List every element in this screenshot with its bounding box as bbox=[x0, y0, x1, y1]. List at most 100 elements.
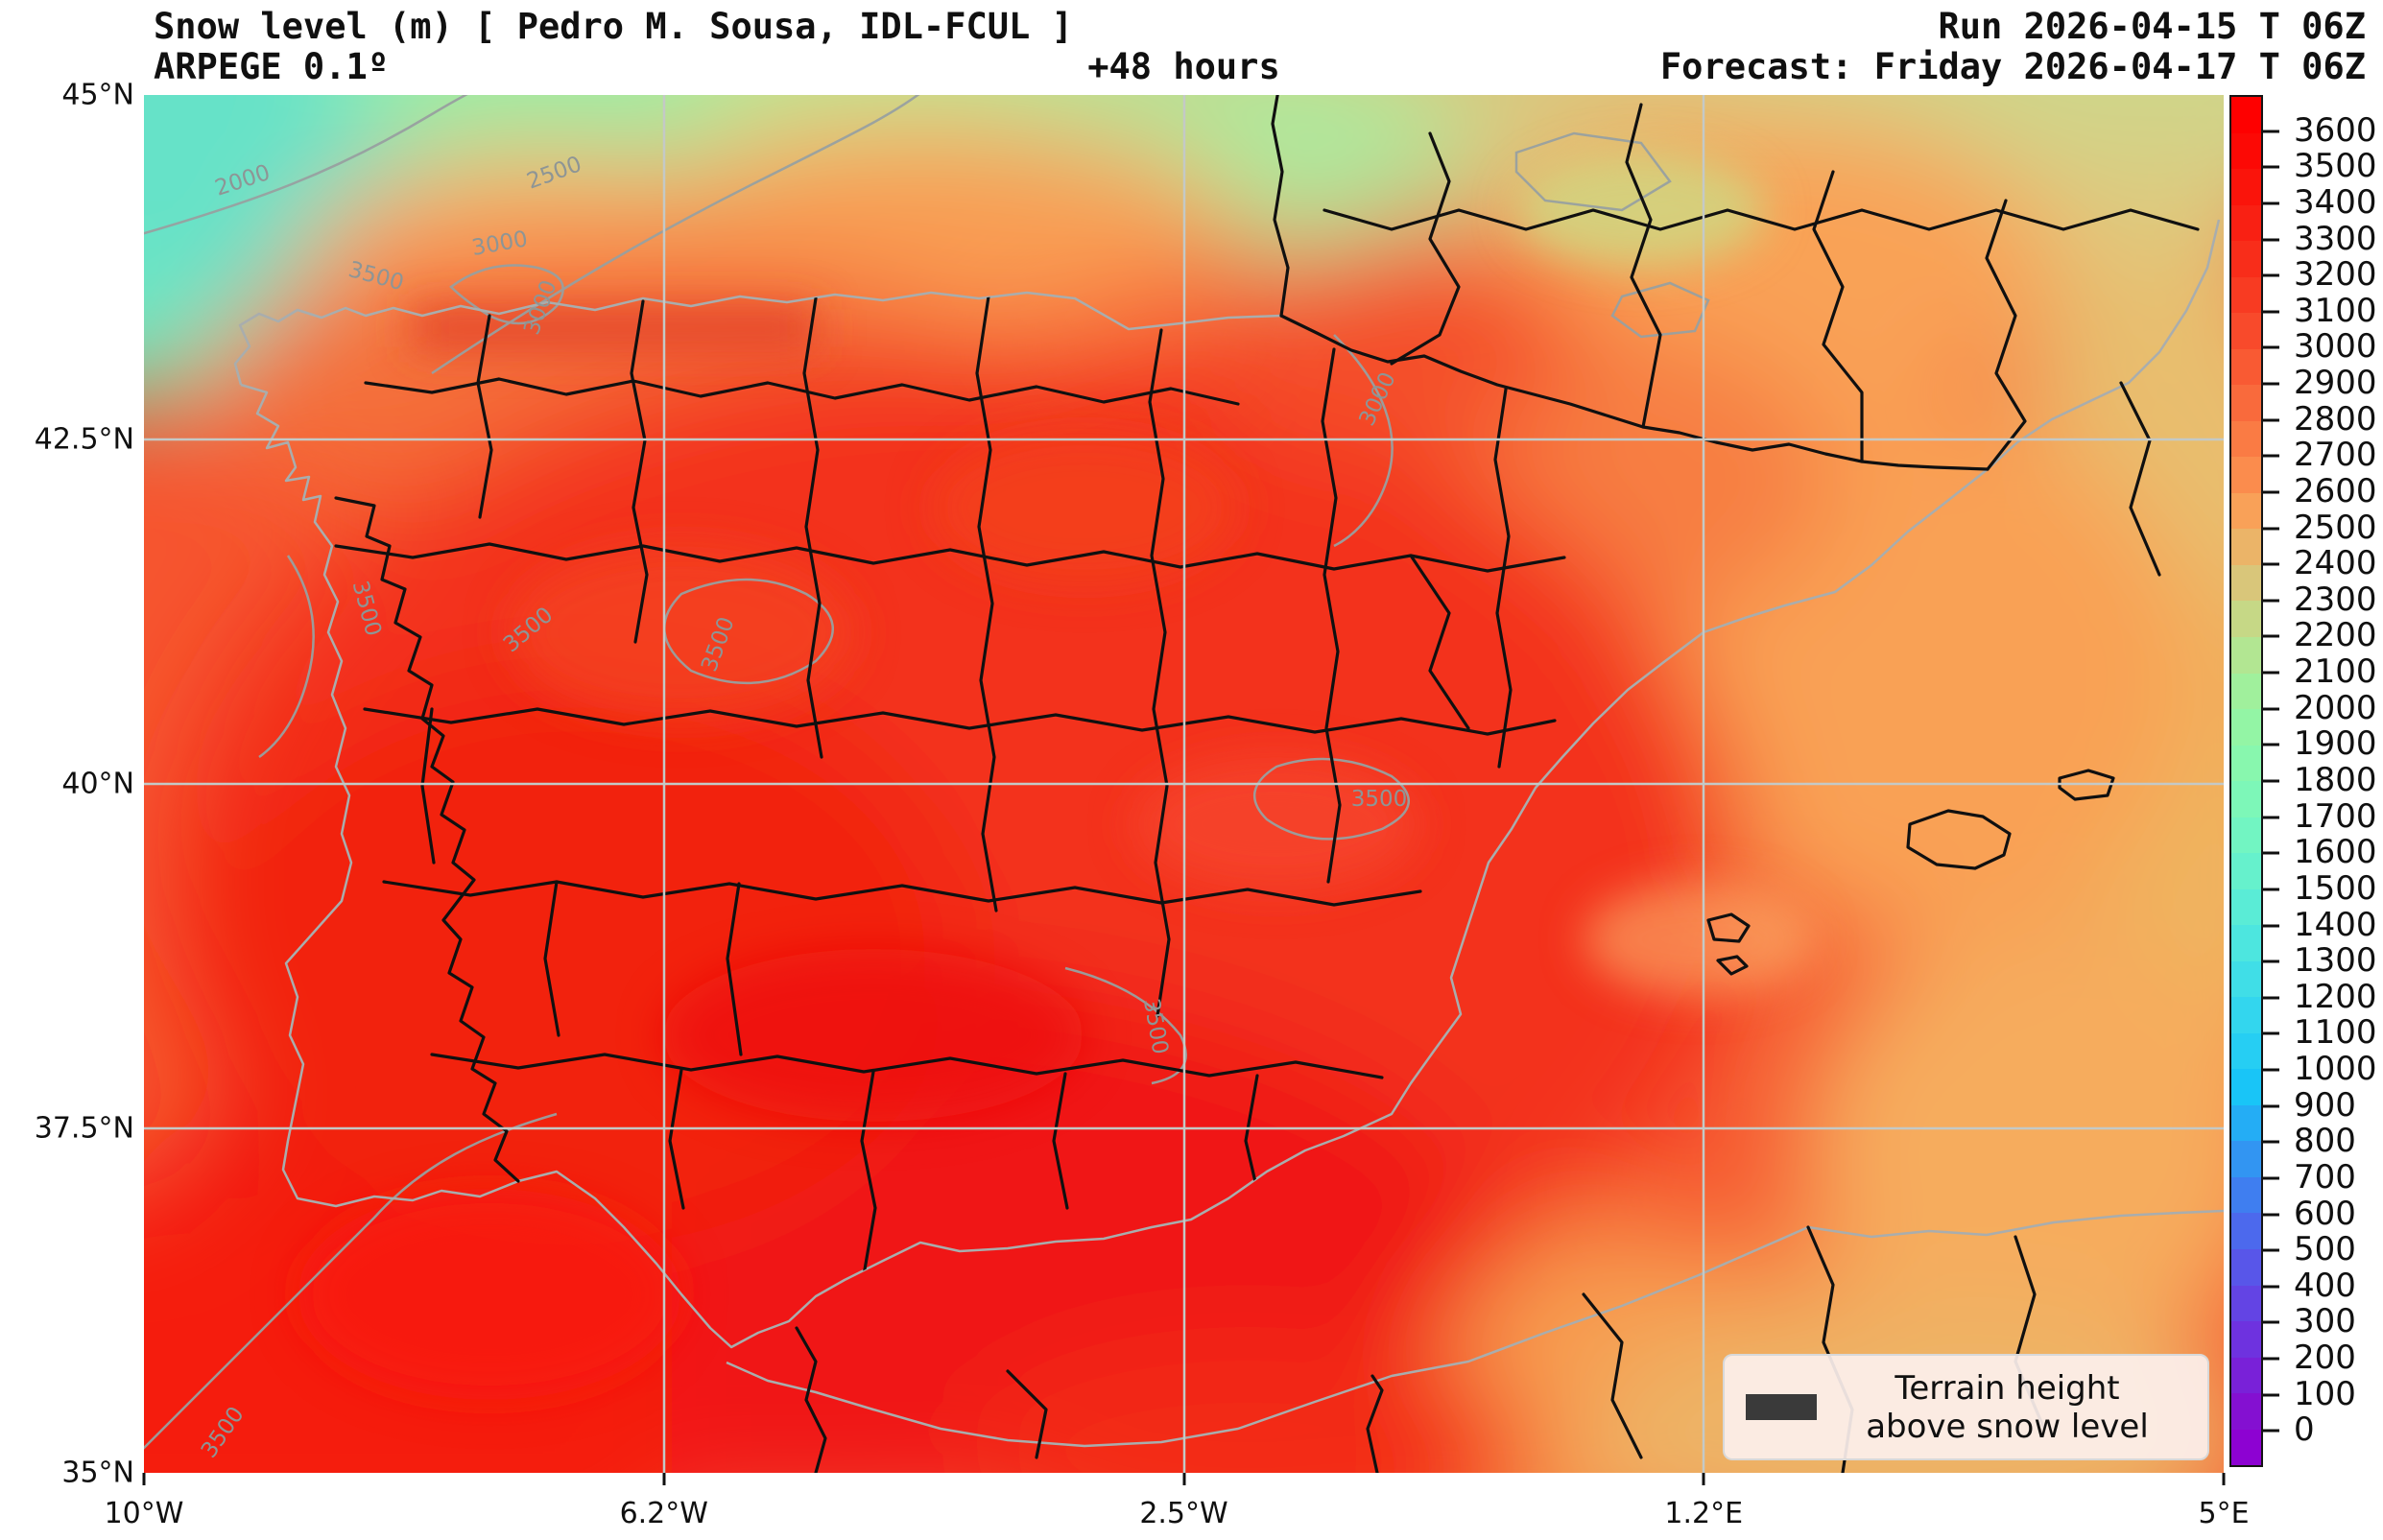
colorbar-tick-label: 3600 bbox=[2294, 110, 2377, 150]
colorbar-tick-mark bbox=[2263, 888, 2279, 891]
contour-lines bbox=[144, 95, 1710, 1450]
colorbar-segment bbox=[2231, 1213, 2261, 1249]
colorbar-segment bbox=[2231, 457, 2261, 493]
figure-title: Snow level (m) [ Pedro M. Sousa, IDL-FCU… bbox=[154, 6, 1073, 47]
colorbar-tick-mark bbox=[2263, 779, 2279, 783]
colorbar-segment bbox=[2231, 132, 2261, 170]
colorbar-segment bbox=[2231, 817, 2261, 854]
colorbar-tick-label: 1200 bbox=[2294, 977, 2377, 1016]
colorbar-segment bbox=[2231, 781, 2261, 817]
contour-label: 3500 bbox=[1351, 787, 1408, 812]
terrain-legend-swatch bbox=[1746, 1394, 1817, 1420]
x-axis-tick-mark bbox=[2222, 1473, 2226, 1485]
colorbar-segment bbox=[2231, 853, 2261, 889]
colorbar-tick-label: 3000 bbox=[2294, 327, 2377, 367]
terrain-legend: Terrain height above snow level bbox=[1723, 1354, 2209, 1460]
colorbar bbox=[2229, 95, 2263, 1467]
forecast-time-label: Forecast: Friday 2026-04-17 T 06Z bbox=[1659, 46, 2366, 87]
colorbar-tick-label: 3500 bbox=[2294, 147, 2377, 186]
colorbar-tick-label: 3200 bbox=[2294, 255, 2377, 295]
colorbar-tick-label: 2000 bbox=[2294, 688, 2377, 727]
colorbar-segment bbox=[2231, 97, 2261, 133]
x-axis-label: 2.5°W bbox=[1139, 1497, 1228, 1530]
x-axis-tick-mark bbox=[1182, 1473, 1185, 1485]
colorbar-tick-label: 800 bbox=[2294, 1122, 2356, 1161]
colorbar-segment bbox=[2231, 1141, 2261, 1177]
colorbar-tick-mark bbox=[2263, 273, 2279, 277]
colorbar-tick-label: 2900 bbox=[2294, 364, 2377, 403]
model-label: ARPEGE 0.1º bbox=[154, 46, 390, 87]
run-time-label: Run 2026-04-15 T 06Z bbox=[1938, 6, 2366, 47]
colorbar-tick-label: 100 bbox=[2294, 1374, 2356, 1413]
colorbar-segment bbox=[2231, 888, 2261, 926]
colorbar-tick-label: 3400 bbox=[2294, 183, 2377, 223]
colorbar-tick-label: 900 bbox=[2294, 1085, 2356, 1125]
colorbar-tick-mark bbox=[2263, 743, 2279, 746]
x-axis-tick-mark bbox=[142, 1473, 146, 1485]
lead-time-label: +48 hours bbox=[1087, 46, 1280, 87]
map-plot-area: 2000 2500 3000 3500 3000 3000 3500 3500 3500 3500… bbox=[144, 95, 2224, 1473]
colorbar-tick-mark bbox=[2263, 527, 2279, 531]
colorbar-tick-mark bbox=[2263, 382, 2279, 386]
y-axis-label: 35°N bbox=[61, 1456, 134, 1490]
colorbar-tick-label: 1500 bbox=[2294, 869, 2377, 909]
colorbar-tick-label: 1100 bbox=[2294, 1013, 2377, 1053]
colorbar-tick-mark bbox=[2263, 1429, 2279, 1433]
colorbar-segment bbox=[2231, 420, 2261, 458]
colorbar-tick-label: 1800 bbox=[2294, 761, 2377, 800]
colorbar-tick-mark bbox=[2263, 1104, 2279, 1108]
terrain-legend-line1: Terrain height bbox=[1894, 1368, 2120, 1408]
colorbar-tick-label: 1300 bbox=[2294, 941, 2377, 981]
colorbar-tick-mark bbox=[2263, 599, 2279, 603]
colorbar-segment bbox=[2231, 709, 2261, 746]
colorbar-tick-label: 200 bbox=[2294, 1339, 2356, 1378]
colorbar-tick-mark bbox=[2263, 345, 2279, 349]
x-axis-label: 10°W bbox=[104, 1497, 184, 1530]
colorbar-segment bbox=[2231, 960, 2261, 998]
colorbar-segment bbox=[2231, 313, 2261, 349]
colorbar-tick-mark bbox=[2263, 1140, 2279, 1144]
x-axis-label: 5°E bbox=[2198, 1497, 2250, 1530]
y-axis-label: 45°N bbox=[61, 78, 134, 112]
x-axis-label: 6.2°W bbox=[619, 1497, 708, 1530]
colorbar-segment bbox=[2231, 673, 2261, 710]
colorbar-segment bbox=[2231, 1104, 2261, 1142]
colorbar-tick-mark bbox=[2263, 201, 2279, 205]
colorbar-tick-label: 300 bbox=[2294, 1302, 2356, 1341]
colorbar-tick-mark bbox=[2263, 165, 2279, 169]
colorbar-tick-label: 2500 bbox=[2294, 508, 2377, 547]
colorbar-tick-label: 1400 bbox=[2294, 905, 2377, 944]
terrain-legend-text: Terrain height above snow level bbox=[1817, 1369, 2207, 1446]
colorbar-segment bbox=[2231, 1176, 2261, 1214]
colorbar-tick-mark bbox=[2263, 238, 2279, 242]
colorbar-segment bbox=[2231, 276, 2261, 314]
colorbar-tick-label: 2700 bbox=[2294, 436, 2377, 475]
colorbar-tick-mark bbox=[2263, 671, 2279, 675]
colorbar-tick-label: 700 bbox=[2294, 1158, 2356, 1197]
colorbar-tick-mark bbox=[2263, 1176, 2279, 1180]
colorbar-tick-mark bbox=[2263, 1031, 2279, 1035]
colorbar-segment bbox=[2231, 348, 2261, 386]
colorbar-tick-mark bbox=[2263, 1320, 2279, 1324]
colorbar-tick-mark bbox=[2263, 816, 2279, 819]
y-axis-label: 42.5°N bbox=[34, 422, 134, 457]
colorbar-tick-label: 400 bbox=[2294, 1267, 2356, 1306]
colorbar-tick-label: 1600 bbox=[2294, 833, 2377, 872]
colorbar-tick-mark bbox=[2263, 960, 2279, 963]
colorbar-tick-label: 1900 bbox=[2294, 724, 2377, 764]
colorbar-tick-label: 1000 bbox=[2294, 1050, 2377, 1089]
colorbar-tick-label: 2600 bbox=[2294, 472, 2377, 511]
colorbar-segment bbox=[2231, 997, 2261, 1033]
colorbar-tick-mark bbox=[2263, 310, 2279, 314]
colorbar-tick-label: 2100 bbox=[2294, 652, 2377, 692]
colorbar-tick-mark bbox=[2263, 130, 2279, 133]
colorbar-tick-label: 1700 bbox=[2294, 796, 2377, 836]
y-axis-label: 40°N bbox=[61, 767, 134, 801]
colorbar-tick-label: 2200 bbox=[2294, 616, 2377, 655]
colorbar-segment bbox=[2231, 636, 2261, 674]
colorbar-segment bbox=[2231, 169, 2261, 205]
colorbar-segment bbox=[2231, 385, 2261, 421]
x-axis-label: 1.2°E bbox=[1664, 1497, 1744, 1530]
graticule bbox=[144, 95, 2224, 1473]
